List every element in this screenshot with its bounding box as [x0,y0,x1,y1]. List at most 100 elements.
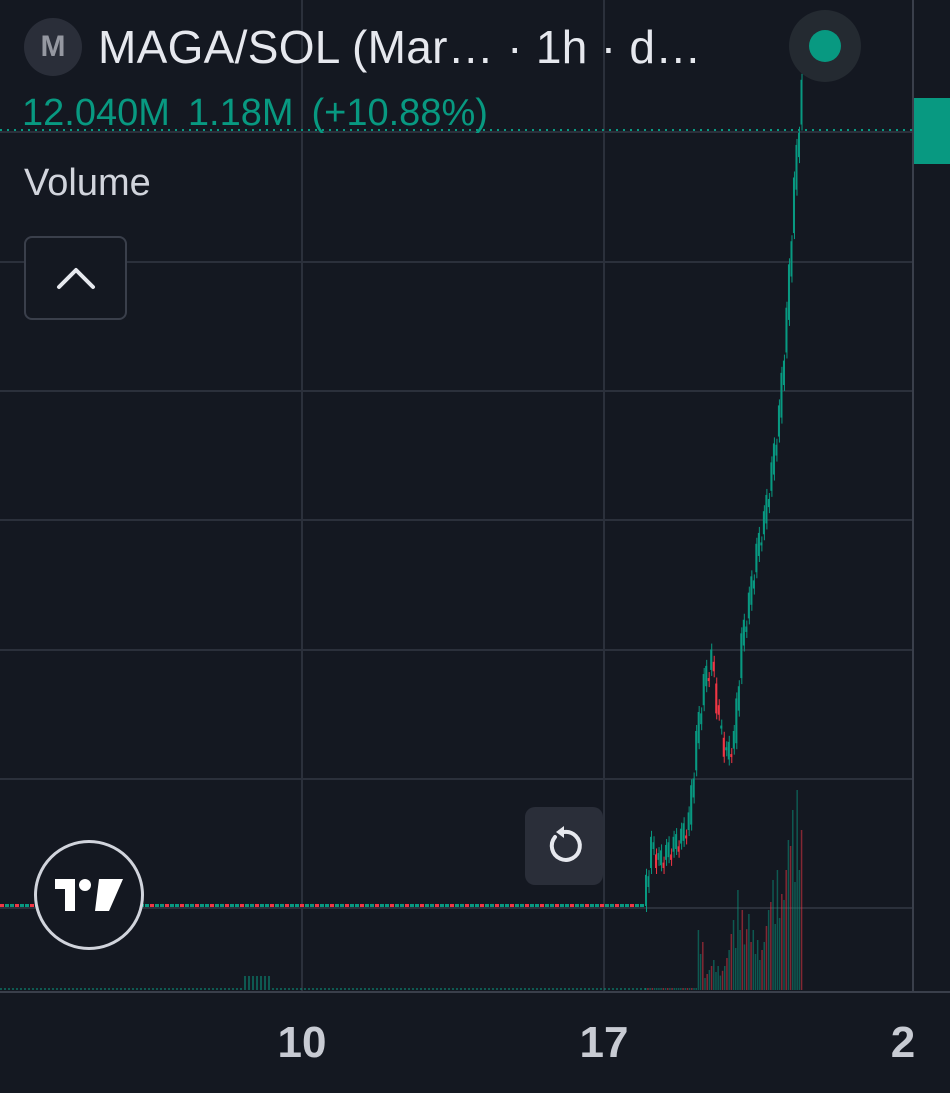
volume-bar [80,988,82,990]
volume-bar [741,910,744,990]
volume-bar [660,988,662,990]
price-candle [595,904,599,907]
price-candle [800,79,803,125]
price-candle [360,904,364,907]
volume-bar [64,988,66,990]
volume-bar [544,988,546,990]
volume-bar [492,988,494,990]
volume-bar [168,988,170,990]
volume-bar [787,840,790,990]
volume-bar [360,988,362,990]
volume-bar [508,988,510,990]
volume-bar [440,988,442,990]
price-candle [10,904,14,907]
volume-bar [756,940,759,990]
volume-bar [655,988,658,990]
price-candle [575,904,579,907]
price-candle [170,904,174,907]
volume-bar [649,988,651,990]
volume-bar [144,988,146,990]
chart-header[interactable]: M MAGA/SOL (Mar… · 1h · d… [24,16,702,78]
price-candle [795,144,798,190]
volume-bar [252,976,254,990]
price-candle [610,904,614,907]
volume-bar [224,988,226,990]
price-candle [390,904,394,907]
price-candle [455,904,459,907]
volume-bar [524,988,526,990]
volume-bar [272,988,274,990]
price-candle [255,904,259,907]
volume-bar [476,988,478,990]
price-candle [737,686,740,711]
volume-bar [776,870,779,990]
price-candle [705,665,708,687]
price-candle [580,904,584,907]
price-candle [625,904,629,907]
volume-bar [520,988,522,990]
reset-chart-button[interactable] [525,807,603,885]
price-candle [692,778,695,798]
volume-bar [304,988,306,990]
volume-bar [164,988,166,990]
volume-bar [568,988,570,990]
volume-bar [783,900,785,990]
volume-bar [376,988,378,990]
price-candle [175,904,179,907]
price-candle [325,904,329,907]
volume-bar [24,988,26,990]
volume-bars [0,790,803,990]
volume-bar [464,988,466,990]
live-status-button[interactable] [789,10,861,82]
volume-bar [789,846,792,990]
volume-bar [56,988,58,990]
volume-bar [468,988,470,990]
volume-bar [512,988,514,990]
volume-bar [112,988,114,990]
price-candle [305,904,309,907]
price-candle [780,372,783,418]
tradingview-logo[interactable] [34,840,144,950]
volume-bar [664,988,667,990]
volume-bar [677,988,680,990]
price-candle [230,904,234,907]
volume-bar [396,988,398,990]
volume-indicator-label[interactable]: Volume [24,162,151,204]
volume-bar [244,976,246,990]
price-candle [275,904,279,907]
price-candle [657,853,660,860]
volume-bar [320,988,322,990]
price-candle [335,904,339,907]
volume-bar [472,988,474,990]
price-candle [510,904,514,907]
volume-bar [184,988,186,990]
price-candle [685,835,688,839]
volume-bar [40,988,42,990]
volume-bar [536,988,538,990]
price-candle [530,904,534,907]
volume-bar [172,988,174,990]
volume-bar [624,988,626,990]
price-candle [665,844,668,860]
collapse-indicator-button[interactable] [24,236,127,320]
volume-values: 12.040M 1.18M (+10.88%) [22,92,506,135]
price-candle [750,576,753,605]
volume-bar [216,988,218,990]
volume-bar [48,988,50,990]
volume-bar [798,870,801,990]
volume-bar [232,988,234,990]
volume-bar [388,988,390,990]
volume-bar [704,978,706,990]
volume-bar [548,988,550,990]
volume-bar [680,988,682,990]
price-candle [385,904,389,907]
volume-bar [264,976,266,990]
volume-bar [32,988,34,990]
price-candle [345,904,349,907]
volume-bar [76,988,78,990]
volume-bar [196,988,198,990]
price-candle [672,836,675,852]
price-candle [445,904,449,907]
symbol-title[interactable]: MAGA/SOL (Mar… · 1h · d… [98,21,702,73]
